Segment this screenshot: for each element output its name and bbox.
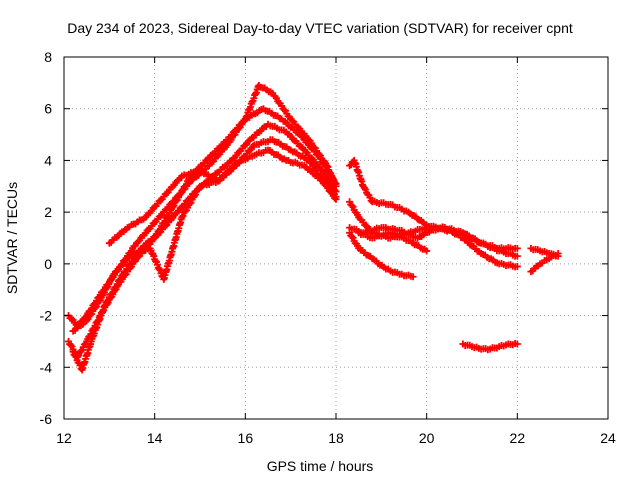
x-tick-label: 12: [56, 430, 72, 446]
series-track-10: [355, 229, 431, 255]
data-point: [513, 340, 521, 348]
data-point: [554, 250, 562, 258]
data-point: [77, 347, 85, 355]
x-tick-label: 14: [147, 430, 163, 446]
data-point: [280, 106, 288, 114]
data-point: [169, 203, 177, 211]
data-point: [513, 244, 521, 252]
x-tick-label: 20: [419, 430, 435, 446]
data-point: [125, 261, 133, 269]
data-point: [327, 188, 335, 196]
series-track-3: [69, 120, 340, 374]
data-points: [65, 81, 562, 374]
data-point: [513, 252, 521, 260]
data-point: [331, 194, 339, 202]
data-point: [150, 252, 158, 260]
data-point: [86, 311, 94, 319]
y-tick-label: -6: [40, 411, 53, 427]
series-track-9: [346, 229, 417, 281]
series-track-13: [527, 250, 562, 276]
data-point: [116, 276, 124, 284]
series-track-11: [459, 340, 521, 354]
data-point: [103, 297, 111, 305]
grid: [64, 57, 608, 419]
y-axis-label: SDTVAR / TECUs: [4, 182, 20, 294]
data-point: [513, 262, 521, 270]
data-point: [332, 195, 340, 203]
y-tick-label: 0: [44, 256, 52, 272]
y-tick-label: -2: [40, 308, 53, 324]
y-tick-labels: -6 -4 -2 0 2 4 6 8: [40, 49, 53, 427]
x-tick-label: 16: [238, 430, 254, 446]
data-point: [91, 304, 99, 312]
data-point: [152, 257, 160, 265]
series-track-8: [346, 224, 521, 260]
data-point: [107, 276, 115, 284]
data-point: [67, 341, 75, 349]
data-point: [306, 158, 314, 166]
y-tick-label: 2: [44, 204, 52, 220]
data-point: [103, 284, 111, 292]
data-point: [178, 213, 186, 221]
data-point: [409, 273, 417, 281]
x-tick-label: 24: [600, 430, 616, 446]
tick-marks: [63, 56, 609, 420]
data-point: [186, 200, 194, 208]
series-track-5: [105, 146, 340, 247]
x-tick-label: 18: [328, 430, 344, 446]
chart-title: Day 234 of 2023, Sidereal Day-to-day VTE…: [67, 20, 573, 36]
x-tick-labels: 12 14 16 18 20 22 24: [56, 430, 616, 446]
data-point: [95, 297, 103, 305]
data-point: [319, 159, 327, 167]
data-point: [155, 265, 163, 273]
series-track-4: [69, 136, 340, 335]
data-point: [348, 201, 356, 209]
data-point: [348, 233, 356, 241]
x-tick-label: 22: [510, 430, 526, 446]
y-tick-label: -4: [40, 359, 53, 375]
data-point: [423, 247, 431, 255]
y-tick-label: 8: [44, 49, 52, 65]
data-point: [177, 189, 185, 197]
y-tick-label: 6: [44, 101, 52, 117]
y-tick-label: 4: [44, 152, 52, 168]
x-axis-label: GPS time / hours: [267, 458, 374, 474]
